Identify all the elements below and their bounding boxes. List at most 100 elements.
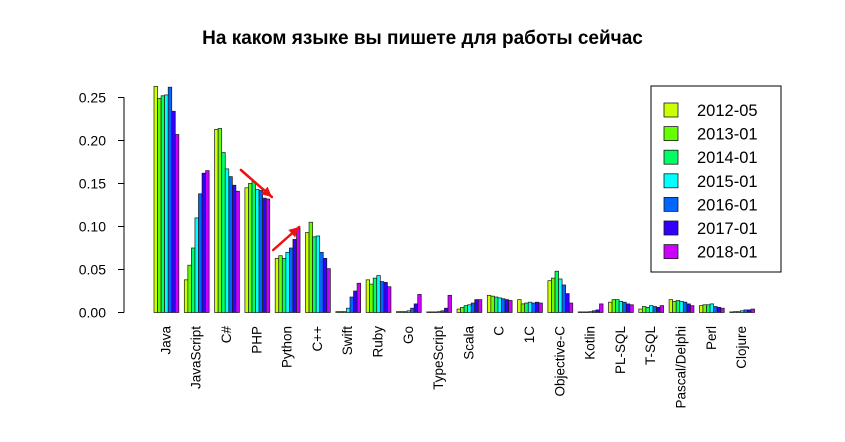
bar xyxy=(656,306,661,313)
bar xyxy=(490,295,495,313)
bar xyxy=(194,217,199,313)
bar xyxy=(346,307,351,313)
legend-label: 2014-01 xyxy=(697,149,758,167)
arrow-head xyxy=(288,227,300,238)
bar xyxy=(709,303,714,313)
bar xyxy=(467,304,472,313)
legend-swatch xyxy=(663,244,679,260)
bar xyxy=(248,183,253,313)
bar xyxy=(615,299,620,313)
bar xyxy=(342,311,347,313)
bar xyxy=(629,304,634,313)
legend-label: 2018-01 xyxy=(697,244,758,262)
legend-label: 2013-01 xyxy=(697,126,758,144)
x-tick-label: T-SQL xyxy=(643,326,658,366)
bar xyxy=(201,172,206,313)
bar xyxy=(235,190,240,313)
bar xyxy=(444,307,449,313)
bar xyxy=(618,300,624,313)
bar xyxy=(232,184,237,313)
bar xyxy=(547,280,552,313)
bar xyxy=(403,311,408,313)
bar xyxy=(608,301,613,313)
bar xyxy=(652,306,657,313)
x-tick-label: C# xyxy=(219,326,234,344)
y-tick-label: 0.05 xyxy=(79,262,106,278)
bar xyxy=(183,279,189,313)
bar xyxy=(285,251,290,313)
chart-title: На каком языке вы пишете для работы сейч… xyxy=(202,28,643,49)
bar xyxy=(214,128,219,313)
bar xyxy=(649,305,654,313)
bar xyxy=(437,311,442,313)
bar xyxy=(713,306,718,313)
legend-swatch xyxy=(663,149,679,165)
x-tick-label: Ruby xyxy=(371,326,386,358)
bar xyxy=(720,307,725,313)
bar xyxy=(716,306,722,313)
bar xyxy=(278,255,283,313)
bar xyxy=(551,277,556,313)
x-tick-label: PHP xyxy=(249,326,264,354)
x-tick-label: TypeScript xyxy=(431,326,446,390)
bar xyxy=(417,294,422,313)
bar xyxy=(706,304,711,313)
bar xyxy=(157,98,162,313)
bar xyxy=(565,293,570,313)
bar xyxy=(747,309,752,313)
bar xyxy=(595,309,600,313)
bar xyxy=(349,296,354,313)
bar xyxy=(611,299,616,313)
bar xyxy=(736,311,741,313)
bar xyxy=(504,299,509,313)
y-tick-label: 0.15 xyxy=(79,176,106,192)
x-tick-label: JavaScript xyxy=(189,326,204,389)
y-axis: 0.00 0.05 0.10 0.15 0.20 0.25 xyxy=(79,90,125,321)
bar xyxy=(305,232,310,313)
bar xyxy=(221,152,226,313)
bar xyxy=(577,311,583,313)
bar xyxy=(474,299,479,313)
legend-swatch xyxy=(663,220,679,236)
bar xyxy=(494,296,499,313)
bar xyxy=(520,303,526,313)
x-tick-label: Go xyxy=(401,326,416,344)
bar xyxy=(584,311,590,313)
bar xyxy=(326,268,331,313)
x-tick-label: Scala xyxy=(461,326,476,360)
bar xyxy=(517,299,522,313)
bar xyxy=(447,294,452,313)
bar xyxy=(255,189,260,313)
bar xyxy=(274,257,280,313)
bar xyxy=(308,221,313,313)
x-tick-label: Clojure xyxy=(734,326,749,369)
x-tick-label: 1C xyxy=(522,326,537,344)
x-tick-label: C xyxy=(492,326,507,336)
bar xyxy=(672,300,677,313)
bar xyxy=(732,311,738,313)
bar xyxy=(645,306,650,313)
bar xyxy=(588,311,593,313)
x-tick-label: Python xyxy=(280,326,295,368)
bar xyxy=(171,110,176,313)
bar xyxy=(153,85,158,313)
bar xyxy=(625,303,631,313)
bar xyxy=(167,86,173,313)
bar xyxy=(353,290,358,313)
x-tick-label: C++ xyxy=(310,326,325,352)
bar xyxy=(228,176,233,313)
bar xyxy=(456,308,461,313)
arrow-head xyxy=(261,186,272,197)
bar xyxy=(641,306,647,313)
x-tick-label: Swift xyxy=(340,326,355,356)
bar xyxy=(690,305,695,313)
bar xyxy=(319,251,324,313)
x-tick-label: Kotlin xyxy=(583,326,598,360)
bar xyxy=(379,281,385,313)
bar xyxy=(244,187,249,313)
bar xyxy=(174,134,180,313)
bar xyxy=(568,302,574,313)
bar xyxy=(292,239,297,313)
bar xyxy=(251,181,256,313)
